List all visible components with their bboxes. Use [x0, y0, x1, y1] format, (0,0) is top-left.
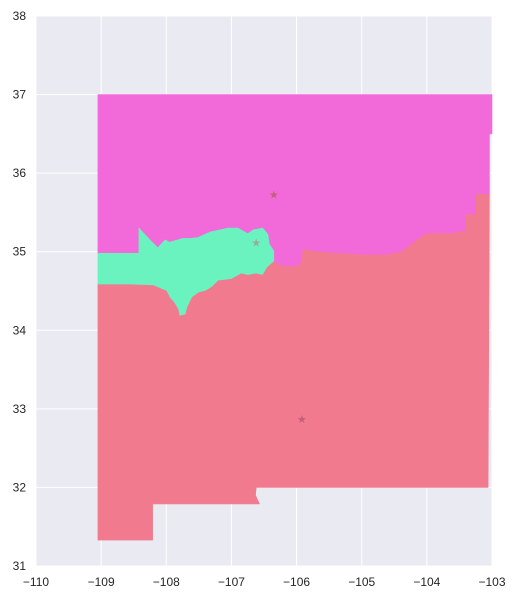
y-tick-label: 32: [13, 480, 27, 494]
y-tick-label: 38: [13, 9, 27, 23]
y-tick-label: 36: [13, 166, 27, 180]
x-axis-tick-labels: −110 −109 −108 −107 −106 −105 −104 −103: [23, 575, 506, 589]
x-tick-label: −104: [413, 575, 440, 589]
x-tick-label: −105: [348, 575, 375, 589]
x-tick-label: −110: [23, 575, 49, 589]
y-tick-label: 33: [13, 402, 27, 416]
x-tick-label: −108: [153, 575, 180, 589]
y-axis-tick-labels: 31 32 33 34 35 36 37 38: [13, 9, 27, 573]
x-tick-label: −103: [478, 575, 505, 589]
y-tick-label: 35: [13, 245, 27, 259]
x-tick-label: −106: [283, 575, 310, 589]
y-tick-label: 37: [13, 88, 27, 102]
map-markers: ★ ★ ★: [251, 188, 307, 426]
y-tick-label: 31: [13, 559, 27, 573]
star-marker: ★: [251, 236, 261, 249]
x-tick-label: −109: [88, 575, 115, 589]
star-marker: ★: [297, 413, 307, 426]
star-marker: ★: [269, 188, 279, 201]
region-south: [97, 194, 490, 541]
x-tick-label: −107: [218, 575, 245, 589]
map-regions: [97, 94, 493, 541]
y-tick-label: 34: [13, 323, 27, 337]
